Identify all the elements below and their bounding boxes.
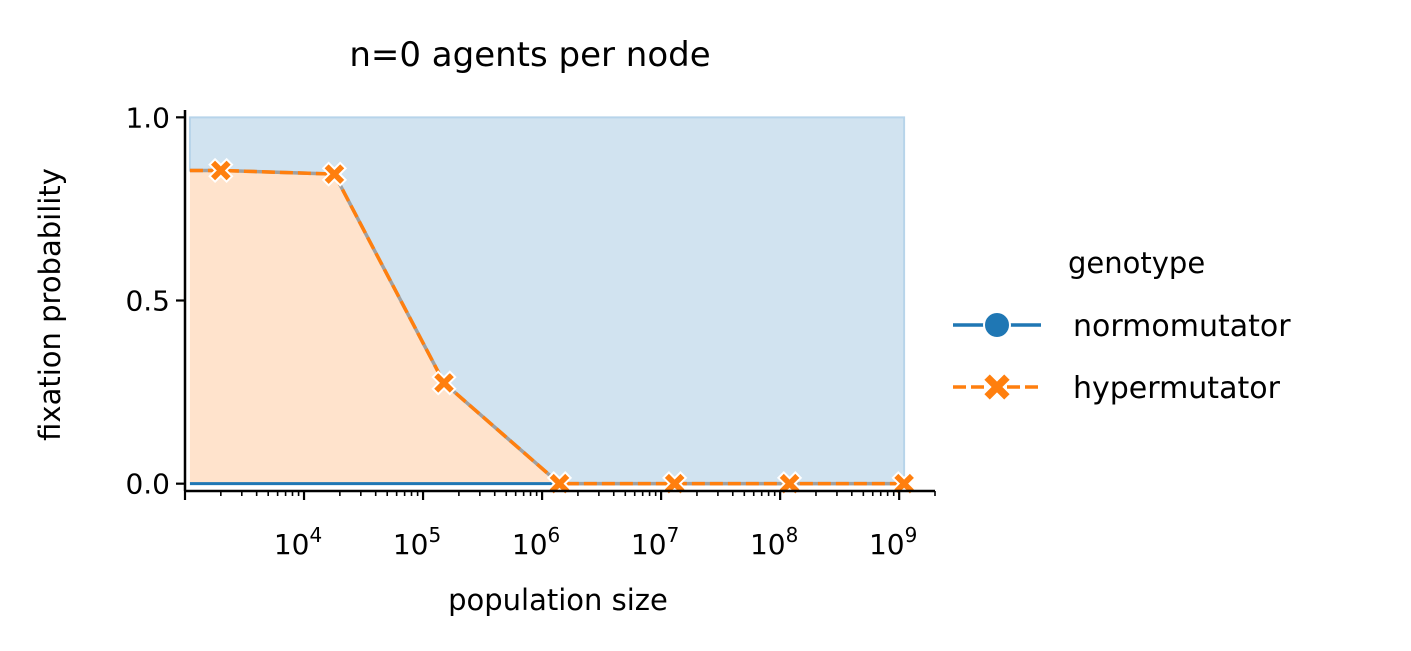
hypermutator-marker (546, 471, 573, 497)
y-tick-label: 1.0 (125, 101, 170, 134)
legend-label-normomutator: normomutator (1073, 309, 1291, 344)
hypermutator-marker-shape (662, 471, 688, 497)
legend-entry-hypermutator: hypermutator (953, 371, 1281, 406)
legend-marker-hypermutator (981, 371, 1013, 403)
hypermutator-marker (208, 157, 234, 184)
legend-label-hypermutator: hypermutator (1073, 371, 1281, 406)
axes: 104 105 106 107 108 109 0.0 0.5 1.0 (125, 101, 936, 561)
hypermutator-marker (321, 161, 348, 187)
legend: genotype normomutator hypermutator (953, 246, 1291, 406)
hypermutator-marker (431, 370, 457, 396)
x-tick-label: 106 (512, 523, 560, 561)
x-tick-label: 108 (750, 523, 798, 561)
plot-lines (189, 168, 905, 486)
hypermutator-marker-shape (208, 157, 234, 184)
legend-title: genotype (1068, 246, 1205, 280)
y-tick-label: 0.5 (125, 285, 170, 318)
hypermutator-marker-shape (431, 370, 457, 396)
x-tick-label: 104 (274, 523, 322, 561)
x-tick-label: 109 (869, 523, 917, 561)
hypermutator-marker-shape (546, 471, 573, 497)
y-ticks: 0.0 0.5 1.0 (125, 101, 185, 501)
x-tick-label: 107 (631, 523, 679, 561)
hypermutator-marker (776, 471, 803, 497)
hypermutator-area (189, 170, 905, 484)
x-tick-label: 105 (393, 523, 441, 561)
hypermutator-marker-shape (321, 161, 348, 187)
legend-entries: normomutator hypermutator (953, 309, 1291, 406)
x-axis-label: population size (448, 583, 668, 617)
legend-marker-hypermutator-shape (981, 371, 1013, 403)
plot-markers (208, 157, 917, 497)
chart-title: n=0 agents per node (349, 35, 710, 75)
y-axis-label: fixation probability (33, 168, 67, 441)
y-tick-label: 0.0 (125, 468, 170, 501)
x-ticks: 104 105 106 107 108 109 (183, 491, 936, 561)
hypermutator-line (189, 168, 905, 486)
hypermutator-marker (662, 471, 688, 497)
legend-marker-normomutator (983, 311, 1011, 339)
hypermutator-marker-shape (776, 471, 803, 497)
legend-entry-normomutator: normomutator (953, 309, 1291, 344)
